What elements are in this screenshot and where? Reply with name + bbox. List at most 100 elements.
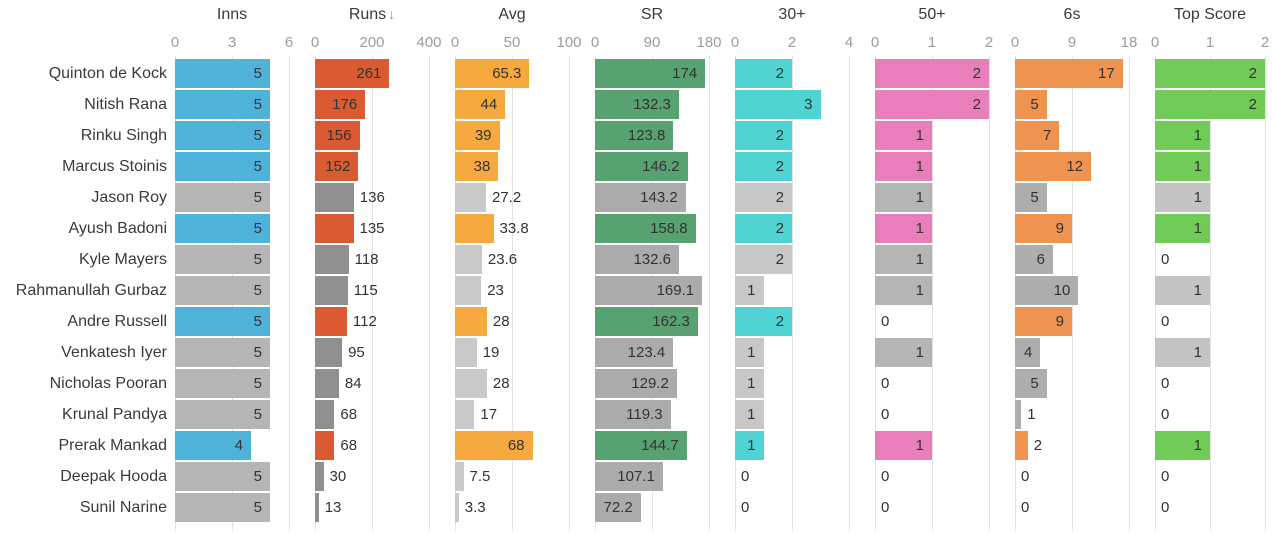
stat-cell-50plus: 1 <box>875 152 989 181</box>
stat-cell-50plus: 0 <box>875 493 989 522</box>
column-header-sixes[interactable]: 6s <box>1015 6 1129 26</box>
stat-cell-sixes: 0 <box>1015 462 1129 491</box>
stat-bar <box>595 245 679 274</box>
column-header-inns[interactable]: Inns <box>175 6 289 26</box>
axis-tick-label: 0 <box>450 34 460 51</box>
stat-value-label: 0 <box>1161 499 1170 516</box>
stat-cell-50plus: 2 <box>875 90 989 119</box>
stat-bar <box>175 214 270 243</box>
stat-bar <box>315 431 335 460</box>
stat-cell-runs: 68 <box>315 400 429 429</box>
axis-gridline <box>569 56 570 531</box>
stat-value-label: 118 <box>354 251 379 268</box>
stat-bar <box>875 245 932 274</box>
stat-cell-inns: 5 <box>175 121 289 150</box>
stat-value-label: 123.4 <box>627 344 666 361</box>
stat-value-label: 0 <box>741 499 750 516</box>
stat-cell-sixes: 1 <box>1015 400 1129 429</box>
player-name: Rinku Singh <box>80 127 167 144</box>
stat-value-label: 5 <box>253 406 262 423</box>
stat-bar <box>1015 400 1022 429</box>
stat-bar <box>735 214 792 243</box>
axis-tick-label: 0 <box>730 34 740 51</box>
stat-bar <box>595 183 686 212</box>
stat-cell-top: 1 <box>1155 121 1265 150</box>
column-header-sr[interactable]: SR <box>595 6 709 26</box>
stat-bar <box>315 307 347 336</box>
stat-cell-sr: 119.3 <box>595 400 709 429</box>
axis-tick-label: 9 <box>1067 34 1077 51</box>
stat-bar <box>175 338 270 367</box>
stat-value-label: 169.1 <box>656 282 695 299</box>
column-header-30plus[interactable]: 30+ <box>735 6 849 26</box>
stat-bar <box>735 183 792 212</box>
stat-bar <box>455 245 482 274</box>
stat-bar <box>735 245 792 274</box>
stat-value-label: 0 <box>881 313 890 330</box>
stat-bar <box>455 152 499 181</box>
stat-bar <box>1015 59 1123 88</box>
stat-bar <box>455 276 482 305</box>
stat-value-label: 136 <box>359 189 385 206</box>
stat-cell-top: 0 <box>1155 245 1265 274</box>
stat-value-label: 9 <box>1055 313 1064 330</box>
column-header-top[interactable]: Top Score <box>1155 6 1265 26</box>
stat-value-label: 5 <box>253 96 262 113</box>
stat-value-label: 144.7 <box>641 437 679 454</box>
stat-cell-avg: 33.8 <box>455 214 569 243</box>
column-header-50plus[interactable]: 50+ <box>875 6 989 26</box>
stat-bar <box>875 59 989 88</box>
stat-value-label: 1 <box>915 127 924 144</box>
axis-tick-label: 200 <box>359 34 385 51</box>
stat-bar <box>595 276 703 305</box>
stat-value-label: 5 <box>253 189 262 206</box>
column-title-label: 50+ <box>918 6 946 23</box>
stat-bar <box>735 338 764 367</box>
stat-cell-avg: 27.2 <box>455 183 569 212</box>
axis-gridline <box>289 56 290 531</box>
player-name: Nitish Rana <box>84 96 167 113</box>
stat-bar <box>1015 214 1072 243</box>
stat-value-label: 0 <box>881 406 890 423</box>
stat-cell-runs: 118 <box>315 245 429 274</box>
axis-tick-label: 2 <box>1260 34 1270 51</box>
stat-bar <box>315 59 390 88</box>
stat-cell-50plus: 0 <box>875 400 989 429</box>
axis-tick-label: 1 <box>927 34 937 51</box>
stat-value-label: 1 <box>747 406 756 423</box>
stat-value-label: 2 <box>775 189 784 206</box>
stat-bar <box>175 59 270 88</box>
column-header-avg[interactable]: Avg <box>455 6 569 26</box>
stat-bar <box>875 152 932 181</box>
stat-cell-avg: 17 <box>455 400 569 429</box>
column-title-label: Inns <box>216 6 248 23</box>
player-name: Deepak Hooda <box>60 468 167 485</box>
stat-value-label: 2 <box>972 65 981 82</box>
column-header-runs[interactable]: Runs ↓ <box>315 6 429 26</box>
stat-value-label: 2 <box>1248 96 1257 113</box>
stat-cell-runs: 136 <box>315 183 429 212</box>
stat-cell-top: 1 <box>1155 183 1265 212</box>
stat-bar <box>315 90 366 119</box>
stat-bar <box>315 245 349 274</box>
stat-cell-sr: 162.3 <box>595 307 709 336</box>
stat-cell-30plus: 0 <box>735 462 849 491</box>
player-name: Ayush Badoni <box>68 220 167 237</box>
stat-value-label: 261 <box>356 65 382 82</box>
stat-value-label: 2 <box>775 313 784 330</box>
stat-cell-sixes: 12 <box>1015 152 1129 181</box>
stat-bar <box>875 121 932 150</box>
stat-cell-avg: 23 <box>455 276 569 305</box>
stat-bar <box>735 369 764 398</box>
stat-value-label: 0 <box>1161 313 1170 330</box>
stat-bar <box>595 121 674 150</box>
stat-bar <box>875 338 932 367</box>
stat-cell-top: 0 <box>1155 369 1265 398</box>
stat-bar <box>175 369 270 398</box>
stat-cell-runs: 152 <box>315 152 429 181</box>
stat-cell-inns: 5 <box>175 307 289 336</box>
stat-value-label: 68 <box>340 406 358 423</box>
stat-bar <box>595 462 663 491</box>
stat-value-label: 2 <box>775 251 784 268</box>
